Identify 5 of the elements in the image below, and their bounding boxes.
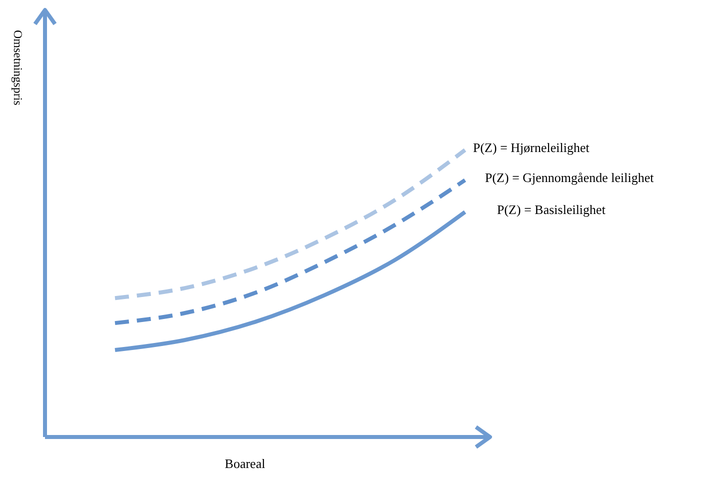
y-axis-title: Omsetningspris xyxy=(11,30,25,106)
series-label: P(Z) = Gjennomgående leilighet xyxy=(485,170,654,186)
series-label: P(Z) = Hjørneleilighet xyxy=(473,140,590,155)
text: P(Z) = Basisleilighet xyxy=(497,202,606,217)
x-axis-title: Boareal xyxy=(224,456,266,471)
